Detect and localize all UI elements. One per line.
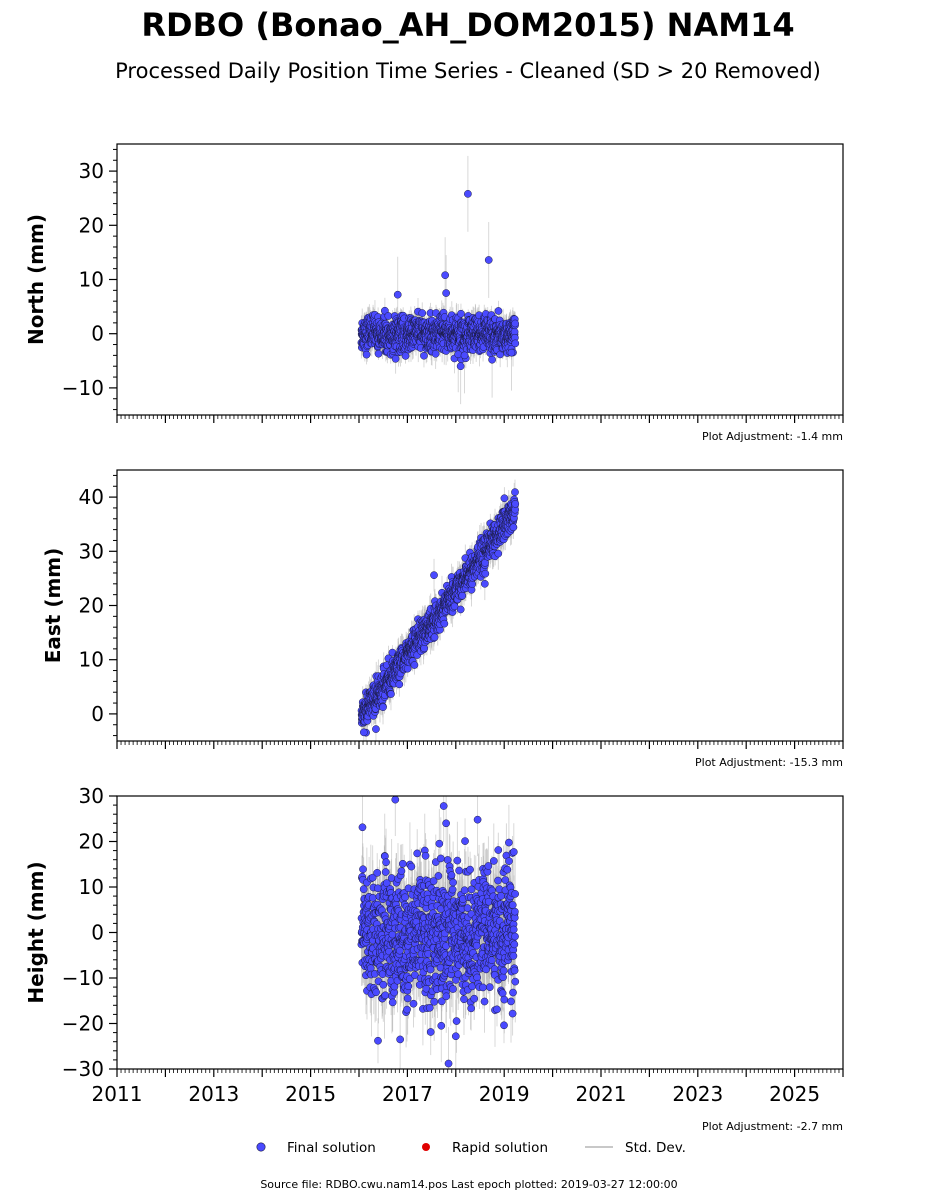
north-final-point	[464, 190, 472, 198]
north-final-point	[511, 319, 519, 328]
east-data	[357, 479, 520, 741]
figure-subtitle: Processed Daily Position Time Series - C…	[115, 59, 821, 83]
north-panel: 30 20 10 0 −10 North (mm) Plot Adjustment: -1.…	[24, 143, 844, 443]
north-final-point	[460, 351, 469, 360]
north-final-point	[401, 352, 410, 360]
east-final-point	[395, 680, 404, 689]
figure-title: RDBO (Bonao_AH_DOM2015) NAM14	[141, 6, 794, 44]
north-final-point	[456, 362, 465, 371]
east-final-point	[494, 549, 503, 558]
north-final-point	[488, 355, 496, 364]
east-y-tick-label: 40	[79, 485, 104, 509]
east-y-axis-label: East (mm)	[41, 548, 65, 664]
east-final-point	[509, 523, 518, 532]
north-y-tick-label: 0	[91, 322, 104, 346]
north-x-ticks	[116, 415, 844, 423]
north-final-point	[454, 350, 463, 359]
east-y-tick-label: 30	[79, 539, 104, 563]
east-final-point	[458, 591, 467, 600]
east-final-point	[430, 633, 439, 642]
north-final-point	[391, 354, 400, 363]
north-final-point	[494, 307, 503, 315]
east-final-point	[440, 619, 449, 628]
east-final-point	[456, 605, 465, 614]
east-final-point	[511, 500, 520, 508]
north-y-axis-label: North (mm)	[24, 214, 48, 345]
east-final-point	[500, 494, 509, 503]
east-y-tick-label: 10	[79, 648, 104, 672]
north-final-point	[374, 349, 383, 358]
north-y-ticks: 30 20 10 0 −10	[62, 148, 117, 411]
east-plot-adjustment: Plot Adjustment: -15.3 mm	[695, 756, 843, 769]
north-final-point	[420, 351, 428, 360]
north-final-point	[362, 350, 371, 359]
north-final-points	[357, 190, 520, 371]
east-y-tick-label: 20	[79, 594, 104, 618]
east-final-point	[468, 580, 477, 588]
north-final-point	[484, 256, 493, 264]
east-final-point	[511, 488, 519, 496]
north-final-point	[431, 349, 440, 358]
east-final-point	[387, 690, 395, 698]
east-final-points	[357, 488, 520, 737]
north-final-point	[457, 309, 465, 318]
east-plot-frame	[116, 469, 844, 742]
north-data	[357, 155, 520, 405]
north-y-tick-label: −10	[62, 376, 104, 400]
north-y-tick-label: 20	[79, 213, 104, 237]
east-final-point	[379, 703, 387, 712]
east-final-point	[450, 602, 459, 611]
north-y-tick-label: 30	[79, 159, 104, 183]
north-final-point	[511, 339, 520, 348]
north-final-point	[418, 309, 427, 317]
north-std-dev-bars	[360, 155, 516, 405]
east-x-ticks	[116, 741, 844, 749]
north-final-point	[441, 271, 450, 280]
east-final-point	[481, 569, 490, 578]
east-final-point	[359, 728, 368, 737]
height-data	[357, 796, 520, 1069]
north-final-point	[442, 289, 450, 297]
north-final-point	[507, 348, 516, 357]
east-y-ticks: 40 30 20 10 0	[79, 474, 117, 737]
east-final-point	[410, 661, 419, 669]
north-y-tick-label: 10	[79, 268, 104, 292]
east-final-point	[430, 571, 438, 579]
east-final-point	[372, 725, 380, 733]
east-final-point	[480, 579, 489, 588]
east-panel: 40 30 20 10 0 East (mm) Plot Adjustment: -15.3…	[41, 469, 844, 769]
north-final-point	[393, 290, 402, 299]
north-plot-adjustment: Plot Adjustment: -1.4 mm	[702, 430, 843, 443]
north-plot-frame	[116, 143, 844, 416]
east-y-tick-label: 0	[91, 702, 104, 726]
